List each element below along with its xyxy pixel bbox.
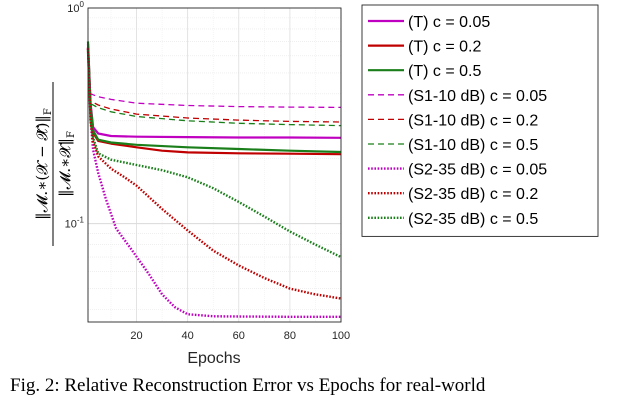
x-axis-title: Epochs — [187, 350, 240, 367]
y-axis-label: ‖𝓜.∗(𝓧 − 𝓧̂)‖F ‖𝓜.∗𝓧‖F — [33, 82, 77, 246]
x-tick-label: 60 — [233, 330, 245, 342]
legend-label: (S2-35 dB) c = 0.5 — [408, 211, 538, 228]
legend-label: (T) c = 0.05 — [408, 14, 490, 31]
legend-box — [361, 4, 599, 237]
x-tick-label: 20 — [130, 330, 142, 342]
tick-labels: 20 40 60 80 100 10-1 100 — [65, 0, 351, 342]
axes — [87, 7, 342, 323]
grid-lines — [88, 7, 342, 322]
y-tick-label: 10-1 — [65, 216, 85, 231]
relative-error-chart: ‖𝓜.∗(𝓧 − 𝓧̂)‖F ‖𝓜.∗𝓧‖F 20 40 60 80 100 10-1 10… — [33, 0, 599, 367]
legend-label: (S1-10 dB) c = 0.2 — [408, 112, 538, 129]
series-line-6 — [87, 54, 342, 127]
series-line-9 — [86, 49, 342, 259]
y-axis-label-denominator-subscript: F — [66, 131, 77, 138]
series-line-4 — [87, 52, 342, 109]
plot-frame — [87, 7, 342, 323]
legend-label: (T) c = 0.2 — [408, 39, 481, 56]
y-axis-label-numerator-subscript: F — [43, 108, 54, 115]
series-line-7 — [86, 48, 341, 318]
series-lines — [86, 41, 342, 318]
legend-label: (S2-35 dB) c = 0.2 — [408, 186, 538, 203]
legend-label: (T) c = 0.5 — [408, 63, 481, 80]
legend-label: (S1-10 dB) c = 0.5 — [408, 137, 538, 154]
legend-label: (S1-10 dB) c = 0.05 — [408, 88, 547, 105]
x-tick-label: 80 — [284, 330, 296, 342]
series-line-1 — [86, 44, 342, 139]
x-tick-label: 40 — [182, 330, 194, 342]
legend: (T) c = 0.05 (T) c = 0.2 (T) c = 0.5 (S1-10… — [361, 4, 599, 237]
legend-label: (S2-35 dB) c = 0.05 — [408, 162, 547, 179]
y-tick-label: 100 — [67, 0, 84, 15]
series-line-5 — [87, 55, 342, 123]
figure-caption: Fig. 2: Relative Reconstruction Error vs… — [10, 375, 486, 396]
series-line-8 — [86, 48, 342, 300]
y-axis-label-numerator: ‖𝓜.∗(𝓧 − 𝓧̂)‖F — [33, 108, 54, 220]
x-tick-label: 100 — [332, 330, 350, 342]
y-axis-label-denominator: ‖𝓜.∗𝓧‖F — [56, 131, 77, 197]
series-line-3 — [86, 41, 342, 154]
